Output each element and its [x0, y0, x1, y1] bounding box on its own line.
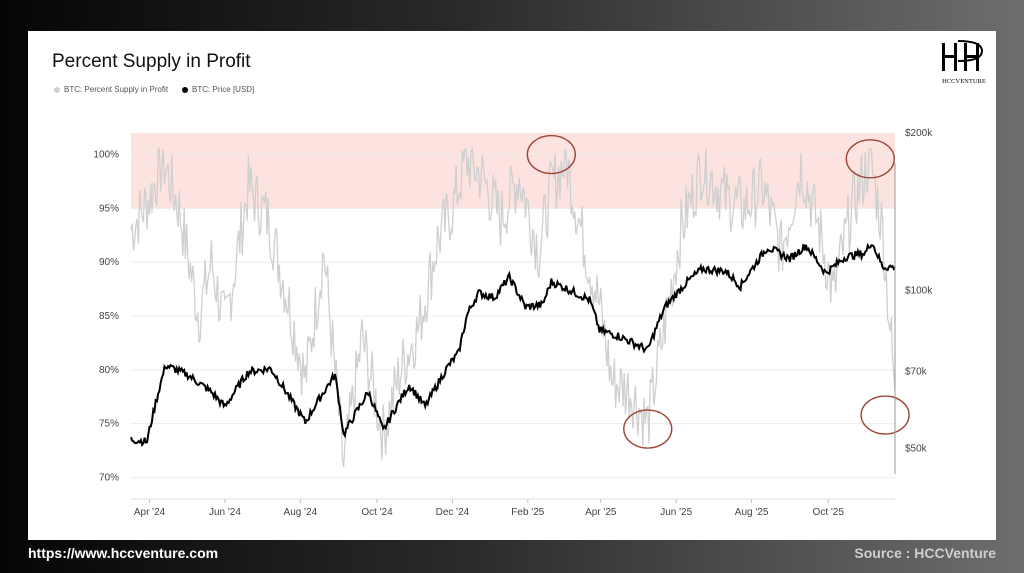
x-tick-label: Oct '24	[361, 507, 393, 518]
annotation-circle-2	[845, 139, 895, 179]
y-right-tick-label: $70k	[905, 367, 928, 378]
grid-layer	[131, 154, 895, 478]
annotation-layer	[526, 134, 910, 449]
y-left-tick-label: 70%	[99, 472, 119, 483]
x-tick-label: Aug '24	[284, 507, 318, 518]
source-credit: Source : HCCVenture	[854, 545, 996, 561]
legend-swatch-supply	[54, 86, 60, 93]
y-right-tick-label: $50k	[905, 443, 928, 454]
x-tick-label: Apr '25	[585, 507, 617, 518]
legend-label-price: BTC: Price [USD]	[192, 85, 255, 94]
highlight-band-layer	[131, 133, 895, 209]
price-series-layer	[130, 242, 896, 447]
overbought-band	[131, 133, 895, 209]
x-tick-label: Jun '24	[209, 507, 241, 518]
x-tick-label: Dec '24	[436, 507, 470, 518]
legend-swatch-price	[182, 86, 189, 93]
y-left-tick-label: 80%	[99, 365, 119, 376]
hccventure-logo: HCCVENTURE	[942, 40, 986, 85]
price-series-line	[130, 242, 896, 447]
chart-legend: BTC: Percent Supply in Profit BTC: Price…	[54, 85, 254, 94]
website-link[interactable]: https://www.hccventure.com	[28, 545, 219, 561]
legend-item-price[interactable]: BTC: Price [USD]	[182, 85, 254, 94]
chart-canvas: 100% 95% 90% 85% 80% 75% 70% $200k $100k $70k $50k…	[93, 128, 933, 518]
y-left-tick-label: 75%	[99, 419, 119, 430]
annotation-circle-0	[526, 134, 577, 175]
annotation-circle-3	[860, 395, 910, 435]
logo-text: HCCVENTURE	[942, 78, 986, 85]
supply-series-layer	[130, 146, 896, 467]
annotation-circle-1	[623, 409, 673, 449]
legend-label-supply: BTC: Percent Supply in Profit	[64, 85, 169, 94]
y-right-tick-label: $100k	[905, 286, 933, 297]
x-tick-label: Aug '25	[735, 507, 769, 518]
y-left-tick-label: 85%	[99, 311, 119, 322]
x-tick-label: Feb '25	[511, 507, 544, 518]
y-left-tick-label: 95%	[99, 203, 119, 214]
legend-item-supply[interactable]: BTC: Percent Supply in Profit	[54, 85, 168, 94]
y-right-tick-label: $200k	[905, 128, 933, 139]
x-tick-label: Oct '25	[813, 507, 845, 518]
y-left-tick-label: 100%	[93, 150, 119, 161]
x-tick-label: Jun '25	[660, 507, 692, 518]
y-left-tick-label: 90%	[99, 257, 119, 268]
axis-layer: 100% 95% 90% 85% 80% 75% 70% $200k $100k $70k $50k…	[93, 128, 933, 518]
chart-card: Percent Supply in Profit BTC: Percent Su…	[28, 31, 996, 540]
supply-series-line	[130, 146, 896, 467]
chart-title: Percent Supply in Profit	[52, 51, 251, 72]
x-tick-label: Apr '24	[134, 507, 166, 518]
